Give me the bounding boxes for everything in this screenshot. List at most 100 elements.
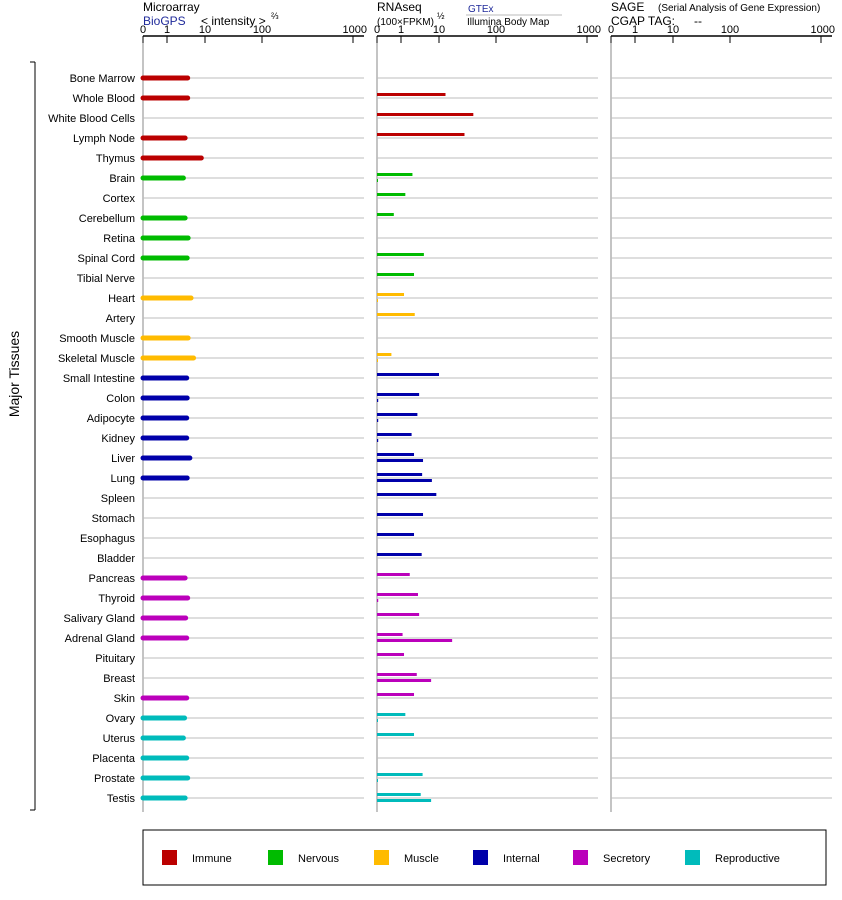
sage-tick-label: 1000 [811,24,835,36]
gtex-bar [377,613,420,616]
microarray-tick-label: 1000 [343,24,367,36]
tissue-label: Adipocyte [87,413,135,425]
rnaseq-unit: (100×FPKM) [377,17,434,28]
cgap-tag-value: -- [694,14,702,28]
sage-tick-label: 10 [667,24,679,36]
intensity-exponent: ⅔ [271,11,279,21]
rnaseq-panel: 0 1 10 100 1000 [374,24,601,812]
gtex-bar [377,593,418,596]
sage-header: SAGE (Serial Analysis of Gene Expression… [611,0,820,28]
tissue-label: Spleen [101,493,135,505]
tissue-label: Thymus [96,153,136,165]
microarray-panel: 0 1 10 100 1000 [140,24,367,812]
legend-box [142,829,827,886]
gtex-bar [377,93,446,96]
gtex-bar [377,253,424,256]
major-tissues-label: Major Tissues [6,331,22,417]
rnaseq-tick-label: 0 [374,24,380,36]
tissue-label: Skeletal Muscle [58,353,135,365]
gtex-bar [377,733,415,736]
illumina-bar [377,779,378,782]
sage-subtitle: (Serial Analysis of Gene Expression) [658,3,820,14]
gtex-bar [377,213,394,216]
illumina-bar [377,599,379,602]
gtex-bar [377,313,415,316]
legend-swatch-muscle [374,850,389,865]
gtex-bar [377,113,474,116]
illumina-label: Illumina Body Map [467,17,550,28]
sage-title: SAGE [611,0,644,14]
tissue-label: Ovary [106,713,136,725]
gtex-bar [377,353,392,356]
tissue-label: Heart [108,293,135,305]
legend-swatch-nervous [268,850,283,865]
gtex-bar [377,573,410,576]
illumina-bar [377,359,378,362]
gtex-bar [377,133,465,136]
gtex-bar [377,473,423,476]
tissue-label: Artery [106,313,136,325]
gtex-bar [377,413,418,416]
gtex-bar [377,273,415,276]
legend-label-internal: Internal [503,853,540,865]
illumina-bar [377,719,378,722]
tissue-label: Colon [106,393,135,405]
gtex-link[interactable]: GTEx [468,4,494,15]
gtex-bar [377,533,415,536]
biogps-link[interactable]: BioGPS [143,14,186,28]
tissue-label: Whole Blood [73,93,135,105]
tissue-label: Prostate [94,773,135,785]
tissue-label: Bladder [97,553,135,565]
gtex-bar [377,393,420,396]
gtex-bar [377,553,422,556]
sage-tick-label: 0 [608,24,614,36]
rnaseq-tick-label: 1 [398,24,404,36]
gtex-bar [377,193,406,196]
gtex-bar [377,433,412,436]
illumina-bar [377,799,432,802]
sage-tick-label: 100 [721,24,739,36]
microarray-tick-label: 100 [253,24,271,36]
tissue-label: White Blood Cells [48,113,135,125]
illumina-bar [377,299,378,302]
microarray-header: Microarray BioGPS < intensity > ⅔ [143,0,279,28]
rnaseq-tick-label: 1000 [577,24,601,36]
tissue-label: Pituitary [95,653,135,665]
tissue-label: Testis [107,793,136,805]
rnaseq-unit-exponent: ½ [437,11,445,21]
tissue-label: Salivary Gland [63,613,135,625]
tissue-label: Esophagus [80,533,136,545]
gtex-bar [377,373,439,376]
tissue-label: Lymph Node [73,133,135,145]
tissue-label: Cerebellum [79,213,135,225]
gtex-bar [377,493,437,496]
cgap-tag-label: CGAP TAG: [611,14,675,28]
tissue-label: Retina [103,233,136,245]
tissue-label: Adrenal Gland [65,633,135,645]
tissue-label: Liver [111,453,135,465]
legend-swatch-immune [162,850,177,865]
tissue-label: Smooth Muscle [59,333,135,345]
legend-label-muscle: Muscle [404,853,439,865]
gtex-bar [377,713,406,716]
gtex-bar [377,293,405,296]
tissue-label: Kidney [101,433,135,445]
sage-panel: 0 1 10 100 1000 [608,24,835,812]
legend-swatch-secretory [573,850,588,865]
microarray-tick-label: 0 [140,24,146,36]
illumina-bar [377,179,378,182]
gtex-bar [377,633,403,636]
legend-label-reproductive: Reproductive [715,853,780,865]
gtex-bar [377,173,413,176]
sage-tick-label: 1 [632,24,638,36]
illumina-bar [377,419,379,422]
major-tissues-bracket [30,61,36,811]
illumina-bar [377,399,379,402]
tissue-label: Brain [109,173,135,185]
gtex-bar [377,673,417,676]
intensity-label: < intensity > [201,14,266,28]
tissue-label: Tibial Nerve [77,273,135,285]
gtex-bar [377,773,423,776]
illumina-bar [377,639,453,642]
